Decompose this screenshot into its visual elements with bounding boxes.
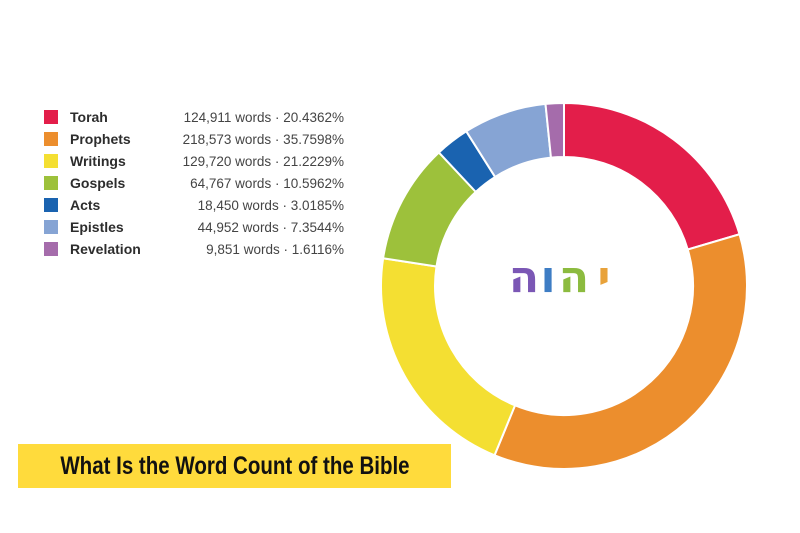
center-glyph: ה [559, 252, 589, 303]
legend-name: Revelation [70, 241, 141, 257]
legend-swatch [44, 242, 58, 256]
legend-item-gospels: Gospels 64,767 words · 10.5962% [44, 172, 344, 194]
legend-item-revelation: Revelation 9,851 words · 1.6116% [44, 238, 344, 260]
legend-swatch [44, 198, 58, 212]
title-banner: What Is the Word Count of the Bible [18, 444, 451, 488]
legend-name: Acts [70, 197, 101, 213]
donut-slices [380, 101, 748, 470]
legend-name: Writings [70, 153, 126, 169]
legend-swatch [44, 220, 58, 234]
legend-name: Prophets [70, 131, 131, 147]
legend-item-writings: Writings 129,720 words · 21.2229% [44, 150, 344, 172]
center-glyph: י [598, 252, 611, 303]
legend-value: 44,952 words · 7.3544% [197, 219, 344, 235]
center-glyph: ו [540, 252, 555, 303]
legend-value: 218,573 words · 35.7598% [182, 131, 344, 147]
chart-legend: Torah 124,911 words · 20.4362% Prophets 218… [44, 106, 344, 260]
slice-writings [380, 257, 517, 457]
legend-value: 9,851 words · 1.6116% [206, 241, 344, 257]
legend-value: 64,767 words · 10.5962% [190, 175, 344, 191]
legend-name: Epistles [70, 219, 124, 235]
legend-item-epistles: Epistles 44,952 words · 7.3544% [44, 216, 344, 238]
legend-swatch [44, 176, 58, 190]
slice-revelation [544, 101, 565, 159]
slice-prophets [493, 232, 748, 470]
center-glyph: ה [509, 252, 539, 303]
legend-value: 18,450 words · 3.0185% [197, 197, 344, 213]
legend-item-torah: Torah 124,911 words · 20.4362% [44, 106, 344, 128]
legend-value: 129,720 words · 21.2229% [182, 153, 344, 169]
legend-swatch [44, 132, 58, 146]
legend-item-prophets: Prophets 218,573 words · 35.7598% [44, 128, 344, 150]
legend-value: 124,911 words · 20.4362% [183, 109, 344, 125]
legend-swatch [44, 154, 58, 168]
legend-item-acts: Acts 18,450 words · 3.0185% [44, 194, 344, 216]
legend-swatch [44, 110, 58, 124]
legend-name: Gospels [70, 175, 126, 191]
chart-title: What Is the Word Count of the Bible [59, 451, 410, 480]
legend-name: Torah [70, 109, 108, 125]
slice-torah [563, 101, 741, 251]
